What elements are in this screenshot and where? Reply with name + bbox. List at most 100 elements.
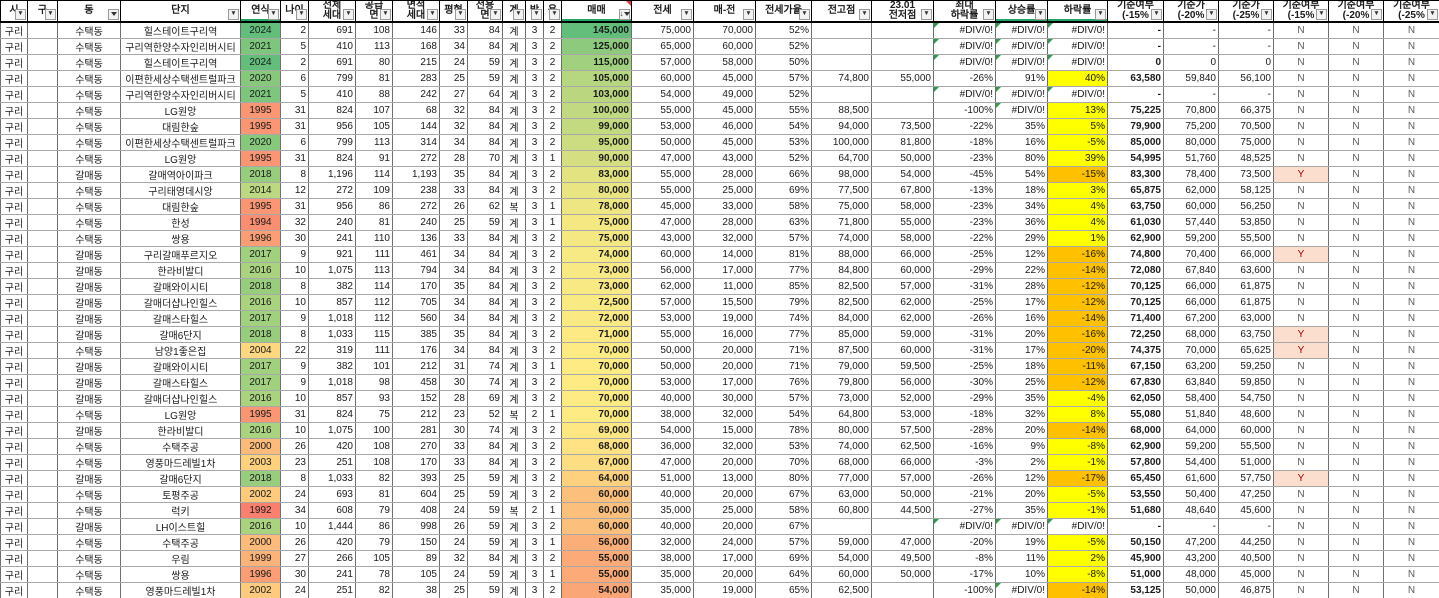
cell-max_drop[interactable]: -25% [933, 294, 996, 311]
cell-dong[interactable]: 수택동 [57, 214, 121, 231]
cell-max_drop[interactable]: -28% [933, 422, 996, 439]
cell-base_25[interactable]: 55,500 [1218, 438, 1274, 455]
cell-rise[interactable]: 10% [995, 566, 1048, 583]
cell-supply_area[interactable]: 82 [355, 582, 393, 598]
cell-flag_15[interactable]: N [1273, 566, 1329, 583]
cell-rise[interactable]: 9% [995, 438, 1048, 455]
cell-size_units[interactable]: 238 [392, 182, 440, 199]
cell-jeonse_ratio[interactable]: 77% [755, 326, 812, 343]
cell-stair_type[interactable]: 복 [502, 502, 526, 519]
cell-rooms[interactable]: 3 [525, 518, 544, 535]
cell-danji[interactable]: 한성 [120, 214, 241, 231]
cell-flag_25[interactable]: N [1383, 406, 1439, 423]
cell-exclusive_area[interactable]: 84 [467, 342, 503, 359]
cell-pyeong[interactable]: 33 [439, 21, 468, 39]
cell-year[interactable]: 2018 [240, 166, 281, 183]
cell-baths[interactable]: 1 [543, 534, 562, 551]
cell-danji[interactable]: 우림 [120, 550, 241, 567]
cell-size_units[interactable]: 240 [392, 214, 440, 231]
cell-base_20[interactable]: 48,000 [1163, 566, 1219, 583]
cell-size_units[interactable]: 794 [392, 262, 440, 279]
cell-total_units[interactable]: 382 [308, 278, 356, 295]
cell-low_2301[interactable]: 53,000 [871, 406, 934, 423]
cell-drop[interactable]: -14% [1047, 310, 1108, 327]
filter-dropdown-button[interactable]: ▼ [1316, 8, 1327, 20]
cell-size_units[interactable]: 272 [392, 198, 440, 215]
cell-drop[interactable]: -5% [1047, 486, 1108, 503]
cell-gap[interactable]: 45,000 [693, 102, 756, 119]
filter-dropdown-button[interactable]: ▼ [343, 8, 354, 20]
cell-flag_20[interactable]: N [1328, 438, 1384, 455]
cell-size_units[interactable]: 604 [392, 486, 440, 503]
cell-base_25[interactable]: 59,250 [1218, 358, 1274, 375]
filter-dropdown-button[interactable]: ▼ [45, 8, 56, 20]
cell-size_units[interactable]: 212 [392, 406, 440, 423]
cell-baths[interactable]: 2 [543, 70, 562, 87]
cell-rise[interactable]: 35% [995, 502, 1048, 519]
cell-base_20[interactable]: 50,400 [1163, 486, 1219, 503]
cell-year[interactable]: 2004 [240, 342, 281, 359]
cell-jeonse_ratio[interactable]: 69% [755, 550, 812, 567]
cell-flag_20[interactable]: N [1328, 70, 1384, 87]
cell-si[interactable]: 구리 [0, 406, 28, 423]
cell-danji[interactable]: 갈매역아이파크 [120, 166, 241, 183]
cell-exclusive_area[interactable]: 84 [467, 182, 503, 199]
cell-rooms[interactable]: 3 [525, 118, 544, 135]
cell-gap[interactable]: 28,000 [693, 214, 756, 231]
cell-rooms[interactable]: 3 [525, 326, 544, 343]
cell-base_25[interactable]: 56,100 [1218, 70, 1274, 87]
cell-pyeong[interactable]: 23 [439, 406, 468, 423]
cell-low_2301[interactable]: 59,000 [871, 326, 934, 343]
filter-dropdown-button[interactable]: ▼ [380, 8, 391, 20]
cell-jeonse[interactable]: 60,000 [631, 70, 694, 87]
cell-rise[interactable]: 19% [995, 534, 1048, 551]
cell-exclusive_area[interactable]: 84 [467, 550, 503, 567]
cell-rooms[interactable]: 3 [525, 486, 544, 503]
cell-max_drop[interactable]: -26% [933, 70, 996, 87]
cell-size_units[interactable]: 385 [392, 326, 440, 343]
column-header-baths[interactable]: 욕▼ [543, 0, 562, 23]
cell-baths[interactable]: 2 [543, 326, 562, 343]
cell-gu[interactable] [27, 102, 58, 119]
cell-age[interactable]: 10 [280, 294, 309, 311]
cell-drop[interactable]: -14% [1047, 582, 1108, 598]
cell-si[interactable]: 구리 [0, 214, 28, 231]
cell-price[interactable]: 75,000 [561, 214, 632, 231]
cell-stair_type[interactable]: 복 [502, 198, 526, 215]
cell-year[interactable]: 2014 [240, 182, 281, 199]
cell-base_15[interactable]: 65,450 [1107, 470, 1164, 487]
cell-exclusive_area[interactable]: 74 [467, 422, 503, 439]
cell-rooms[interactable]: 3 [525, 294, 544, 311]
cell-low_2301[interactable]: 81,800 [871, 134, 934, 151]
cell-flag_15[interactable]: N [1273, 390, 1329, 407]
cell-baths[interactable]: 1 [543, 198, 562, 215]
cell-price[interactable]: 99,000 [561, 118, 632, 135]
cell-price[interactable]: 70,000 [561, 358, 632, 375]
cell-gu[interactable] [27, 214, 58, 231]
cell-total_units[interactable]: 956 [308, 118, 356, 135]
cell-size_units[interactable]: 272 [392, 150, 440, 167]
cell-dong[interactable]: 갈매동 [57, 262, 121, 279]
cell-price[interactable]: 75,000 [561, 230, 632, 247]
cell-baths[interactable]: 2 [543, 294, 562, 311]
cell-rooms[interactable]: 3 [525, 390, 544, 407]
cell-flag_15[interactable]: N [1273, 70, 1329, 87]
cell-flag_20[interactable]: N [1328, 374, 1384, 391]
cell-age[interactable]: 8 [280, 470, 309, 487]
filter-dropdown-button[interactable]: ▼ [1151, 8, 1162, 20]
cell-baths[interactable]: 2 [543, 102, 562, 119]
cell-dong[interactable]: 수택동 [57, 21, 121, 39]
cell-flag_20[interactable]: N [1328, 166, 1384, 183]
cell-gap[interactable]: 58,000 [693, 54, 756, 71]
cell-pyeong[interactable]: 33 [439, 230, 468, 247]
cell-baths[interactable]: 1 [543, 214, 562, 231]
cell-base_25[interactable]: 47,250 [1218, 486, 1274, 503]
cell-gu[interactable] [27, 422, 58, 439]
column-header-base_15[interactable]: 기준여부 (-15% ▼ [1107, 0, 1164, 23]
cell-price[interactable]: 70,000 [561, 342, 632, 359]
cell-exclusive_area[interactable]: 69 [467, 390, 503, 407]
cell-si[interactable]: 구리 [0, 38, 28, 55]
cell-jeonse[interactable]: 62,000 [631, 278, 694, 295]
cell-gu[interactable] [27, 21, 58, 39]
cell-dong[interactable]: 갈매동 [57, 422, 121, 439]
